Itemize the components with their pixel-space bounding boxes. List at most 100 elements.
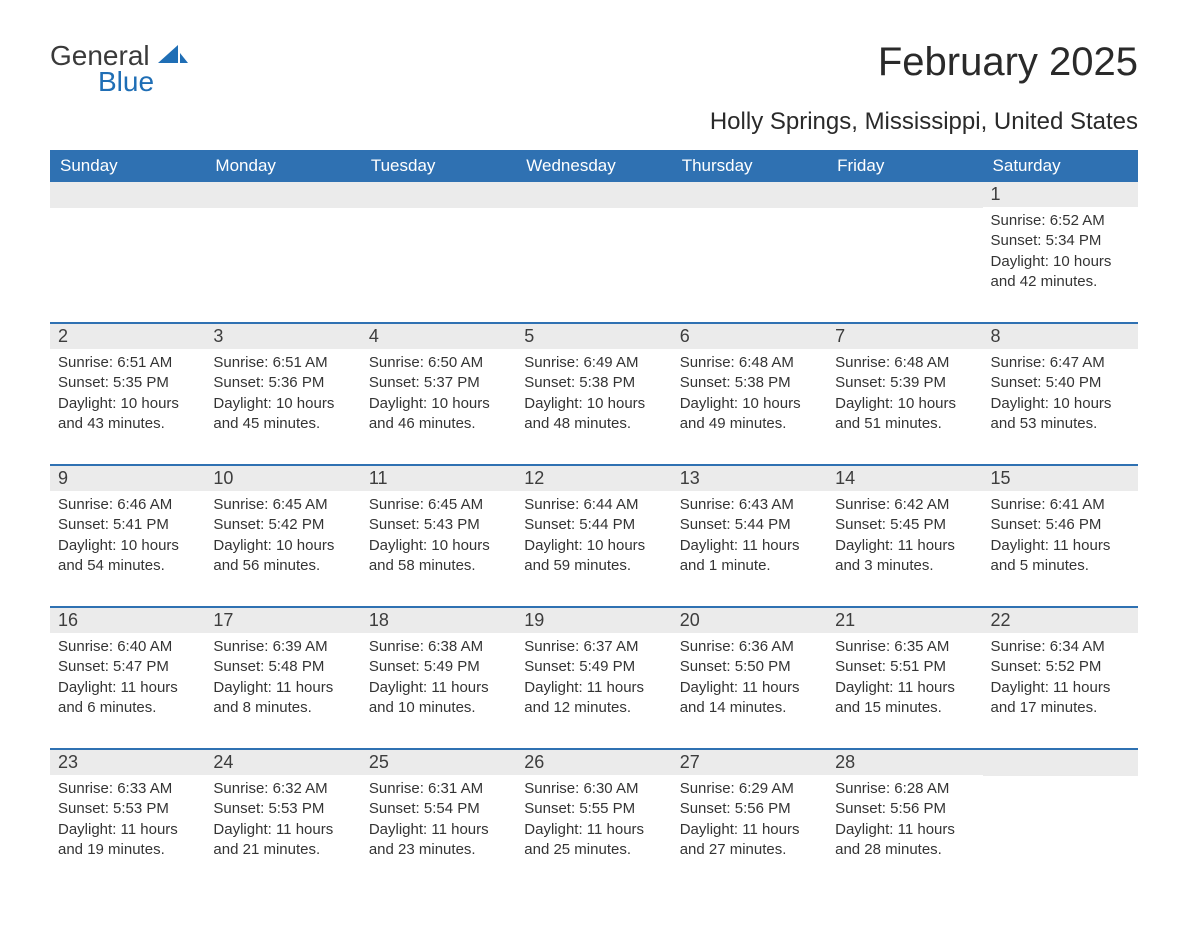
day-details: Sunrise: 6:39 AMSunset: 5:48 PMDaylight:… [213, 637, 352, 718]
daylight-text: Daylight: 11 hours and 17 minutes. [991, 678, 1130, 719]
day-details: Sunrise: 6:30 AMSunset: 5:55 PMDaylight:… [524, 779, 663, 860]
calendar-day-cell: 19 Sunrise: 6:37 AMSunset: 5:49 PMDayligh… [516, 607, 671, 749]
weekday-header: Tuesday [361, 150, 516, 182]
calendar-day-cell [827, 182, 982, 323]
calendar-table: Sunday Monday Tuesday Wednesday Thursday… [50, 150, 1138, 890]
sunset-text: Sunset: 5:53 PM [213, 799, 352, 819]
daylight-text: Daylight: 11 hours and 23 minutes. [369, 820, 508, 861]
calendar-day-cell: 8 Sunrise: 6:47 AMSunset: 5:40 PMDaylight… [983, 323, 1138, 465]
daylight-text: Daylight: 11 hours and 21 minutes. [213, 820, 352, 861]
day-details: Sunrise: 6:43 AMSunset: 5:44 PMDaylight:… [680, 495, 819, 576]
day-number [205, 182, 360, 208]
day-number: 18 [361, 608, 516, 633]
sunrise-text: Sunrise: 6:36 AM [680, 637, 819, 657]
calendar-week-row: 1Sunrise: 6:52 AMSunset: 5:34 PMDaylight… [50, 182, 1138, 323]
calendar-day-cell: 9Sunrise: 6:46 AMSunset: 5:41 PMDaylight… [50, 465, 205, 607]
day-number: 27 [672, 750, 827, 775]
calendar-day-cell: 20Sunrise: 6:36 AMSunset: 5:50 PMDayligh… [672, 607, 827, 749]
calendar-day-cell: 22 Sunrise: 6:34 AMSunset: 5:52 PMDayligh… [983, 607, 1138, 749]
location-label: Holly Springs, Mississippi, United State… [50, 108, 1138, 136]
sunrise-text: Sunrise: 6:37 AM [524, 637, 663, 657]
daylight-text: Daylight: 11 hours and 5 minutes. [991, 536, 1130, 577]
daylight-text: Daylight: 10 hours and 43 minutes. [58, 394, 197, 435]
sunrise-text: Sunrise: 6:31 AM [369, 779, 508, 799]
day-details: Sunrise: 6:46 AMSunset: 5:41 PMDaylight:… [58, 495, 197, 576]
calendar-week-row: 23Sunrise: 6:33 AMSunset: 5:53 PMDayligh… [50, 749, 1138, 890]
day-number [672, 182, 827, 208]
day-number: 5 [516, 324, 671, 349]
day-number [361, 182, 516, 208]
day-details: Sunrise: 6:42 AMSunset: 5:45 PMDaylight:… [835, 495, 974, 576]
calendar-day-cell: 10Sunrise: 6:45 AMSunset: 5:42 PMDayligh… [205, 465, 360, 607]
sunset-text: Sunset: 5:35 PM [58, 373, 197, 393]
day-number: 8 [983, 324, 1138, 349]
sunset-text: Sunset: 5:56 PM [680, 799, 819, 819]
daylight-text: Daylight: 10 hours and 59 minutes. [524, 536, 663, 577]
daylight-text: Daylight: 11 hours and 15 minutes. [835, 678, 974, 719]
weekday-header: Saturday [983, 150, 1138, 182]
weekday-header: Wednesday [516, 150, 671, 182]
calendar-day-cell [50, 182, 205, 323]
day-number: 7 [827, 324, 982, 349]
day-details: Sunrise: 6:33 AMSunset: 5:53 PMDaylight:… [58, 779, 197, 860]
calendar-day-cell [672, 182, 827, 323]
day-number: 22 [983, 608, 1138, 633]
weekday-header: Thursday [672, 150, 827, 182]
day-number: 2 [50, 324, 205, 349]
day-details: Sunrise: 6:52 AMSunset: 5:34 PMDaylight:… [991, 211, 1130, 292]
month-title: February 2025 [878, 40, 1138, 85]
header: General Blue February 2025 [50, 40, 1138, 98]
day-number: 13 [672, 466, 827, 491]
daylight-text: Daylight: 11 hours and 14 minutes. [680, 678, 819, 719]
calendar-day-cell: 5Sunrise: 6:49 AMSunset: 5:38 PMDaylight… [516, 323, 671, 465]
day-details: Sunrise: 6:45 AMSunset: 5:43 PMDaylight:… [369, 495, 508, 576]
calendar-week-row: 16Sunrise: 6:40 AMSunset: 5:47 PMDayligh… [50, 607, 1138, 749]
day-number: 20 [672, 608, 827, 633]
daylight-text: Daylight: 11 hours and 10 minutes. [369, 678, 508, 719]
day-number: 15 [983, 466, 1138, 491]
weekday-header-row: Sunday Monday Tuesday Wednesday Thursday… [50, 150, 1138, 182]
day-details: Sunrise: 6:40 AMSunset: 5:47 PMDaylight:… [58, 637, 197, 718]
sunset-text: Sunset: 5:38 PM [680, 373, 819, 393]
calendar-day-cell: 16Sunrise: 6:40 AMSunset: 5:47 PMDayligh… [50, 607, 205, 749]
day-details: Sunrise: 6:34 AMSunset: 5:52 PMDaylight:… [991, 637, 1130, 718]
sunrise-text: Sunrise: 6:45 AM [213, 495, 352, 515]
calendar-day-cell [205, 182, 360, 323]
day-details: Sunrise: 6:51 AMSunset: 5:35 PMDaylight:… [58, 353, 197, 434]
sunset-text: Sunset: 5:37 PM [369, 373, 508, 393]
sunset-text: Sunset: 5:38 PM [524, 373, 663, 393]
daylight-text: Daylight: 11 hours and 8 minutes. [213, 678, 352, 719]
daylight-text: Daylight: 10 hours and 54 minutes. [58, 536, 197, 577]
sunset-text: Sunset: 5:47 PM [58, 657, 197, 677]
weekday-header: Monday [205, 150, 360, 182]
sunrise-text: Sunrise: 6:28 AM [835, 779, 974, 799]
calendar-day-cell: 4Sunrise: 6:50 AMSunset: 5:37 PMDaylight… [361, 323, 516, 465]
calendar-day-cell: 2 Sunrise: 6:51 AMSunset: 5:35 PMDaylight… [50, 323, 205, 465]
daylight-text: Daylight: 11 hours and 27 minutes. [680, 820, 819, 861]
day-number: 19 [516, 608, 671, 633]
day-number: 28 [827, 750, 982, 775]
sunrise-text: Sunrise: 6:41 AM [991, 495, 1130, 515]
calendar-day-cell: 28Sunrise: 6:28 AMSunset: 5:56 PMDayligh… [827, 749, 982, 890]
daylight-text: Daylight: 10 hours and 42 minutes. [991, 252, 1130, 293]
sunset-text: Sunset: 5:39 PM [835, 373, 974, 393]
calendar-day-cell: 12Sunrise: 6:44 AMSunset: 5:44 PMDayligh… [516, 465, 671, 607]
sunrise-text: Sunrise: 6:32 AM [213, 779, 352, 799]
daylight-text: Daylight: 11 hours and 12 minutes. [524, 678, 663, 719]
calendar-day-cell: 6Sunrise: 6:48 AMSunset: 5:38 PMDaylight… [672, 323, 827, 465]
day-number: 26 [516, 750, 671, 775]
day-number [827, 182, 982, 208]
sunrise-text: Sunrise: 6:47 AM [991, 353, 1130, 373]
sunset-text: Sunset: 5:41 PM [58, 515, 197, 535]
calendar-day-cell: 11Sunrise: 6:45 AMSunset: 5:43 PMDayligh… [361, 465, 516, 607]
logo-word2: Blue [98, 66, 188, 98]
sunset-text: Sunset: 5:40 PM [991, 373, 1130, 393]
sunset-text: Sunset: 5:43 PM [369, 515, 508, 535]
sunset-text: Sunset: 5:49 PM [524, 657, 663, 677]
daylight-text: Daylight: 11 hours and 25 minutes. [524, 820, 663, 861]
sunrise-text: Sunrise: 6:30 AM [524, 779, 663, 799]
daylight-text: Daylight: 11 hours and 28 minutes. [835, 820, 974, 861]
daylight-text: Daylight: 10 hours and 53 minutes. [991, 394, 1130, 435]
sunset-text: Sunset: 5:52 PM [991, 657, 1130, 677]
calendar-day-cell: 25Sunrise: 6:31 AMSunset: 5:54 PMDayligh… [361, 749, 516, 890]
